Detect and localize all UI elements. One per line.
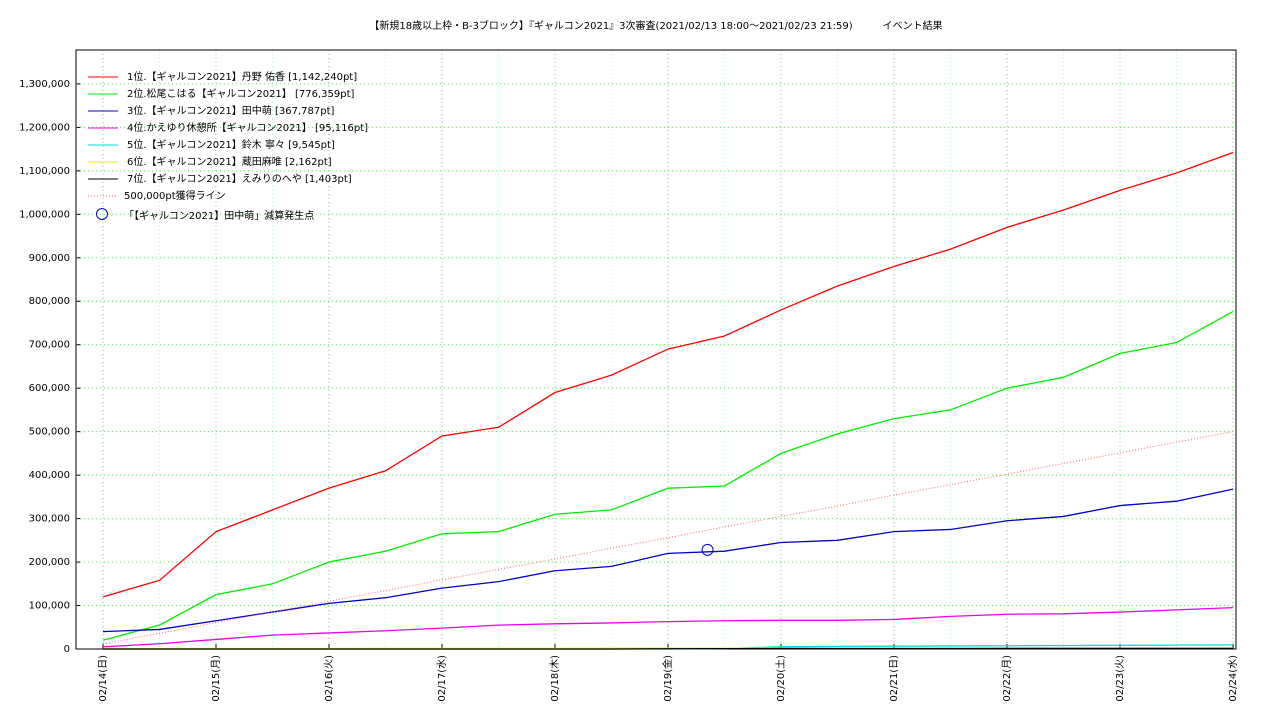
x-tick-label: 02/21(日) <box>889 655 900 702</box>
y-tick-label: 0 <box>64 644 70 655</box>
y-tick-label: 800,000 <box>29 296 70 307</box>
legend-label: 6位.【ギャルコン2021】蔵田麻唯 [2,162pt] <box>127 155 332 168</box>
y-tick-label: 900,000 <box>29 253 70 264</box>
y-tick-label: 1,200,000 <box>19 122 70 133</box>
x-tick-label: 02/18(木) <box>549 655 561 702</box>
y-tick-label: 500,000 <box>29 427 70 438</box>
x-tick-label: 02/14(日) <box>98 655 109 702</box>
chart-title: 【新規18歳以上枠・B-3ブロック】『ギャルコン2021』3次審査(2021/0… <box>369 19 942 32</box>
y-tick-label: 400,000 <box>29 470 70 481</box>
y-tick-label: 100,000 <box>29 601 70 612</box>
x-tick-label: 02/23(火) <box>1114 655 1126 702</box>
series-line <box>102 151 1234 598</box>
y-tick-label: 300,000 <box>29 514 70 525</box>
x-tick-label: 02/20(土) <box>774 655 787 702</box>
legend-label: 500,000pt獲得ライン <box>124 189 226 202</box>
y-tick-label: 1,100,000 <box>19 166 70 177</box>
series-line <box>102 310 1234 641</box>
y-tick-label: 200,000 <box>29 557 70 568</box>
legend-label: 7位.【ギャルコン2021】えみりのへや [1,403pt] <box>127 172 352 185</box>
legend-marker <box>96 208 108 220</box>
event-marker <box>701 543 714 556</box>
y-tick-label: 600,000 <box>29 383 70 394</box>
legend-label: 2位.松尾こはる【ギャルコン2021】 [776,359pt] <box>127 87 354 100</box>
series-line <box>103 647 1234 650</box>
x-tick-label: 02/16(火) <box>323 655 335 702</box>
x-tick-label: 02/24(水) <box>1227 655 1239 702</box>
y-tick-label: 1,300,000 <box>19 79 70 90</box>
x-tick-label: 02/15(月) <box>210 655 222 702</box>
x-tick-label: 02/22(月) <box>1001 655 1013 702</box>
legend-label: 3位.【ギャルコン2021】田中萌 [367,787pt] <box>127 104 334 117</box>
legend-label: 5位.【ギャルコン2021】鈴木 寧々 [9,545pt] <box>127 138 335 151</box>
legend-label: 「【ギャルコン2021】田中萌」減算発生点 <box>124 209 314 222</box>
legend-label: 4位.かえゆり休憩所【ギャルコン2021】 [95,116pt] <box>127 121 368 134</box>
y-tick-label: 700,000 <box>29 340 70 351</box>
x-tick-label: 02/19(金) <box>661 655 674 702</box>
series-line <box>102 488 1234 633</box>
legend-label: 1位.【ギャルコン2021】丹野 佑香 [1,142,240pt] <box>127 70 357 83</box>
y-tick-label: 1,000,000 <box>19 209 70 220</box>
series-line <box>102 607 1234 648</box>
x-tick-label: 02/17(水) <box>436 655 448 702</box>
